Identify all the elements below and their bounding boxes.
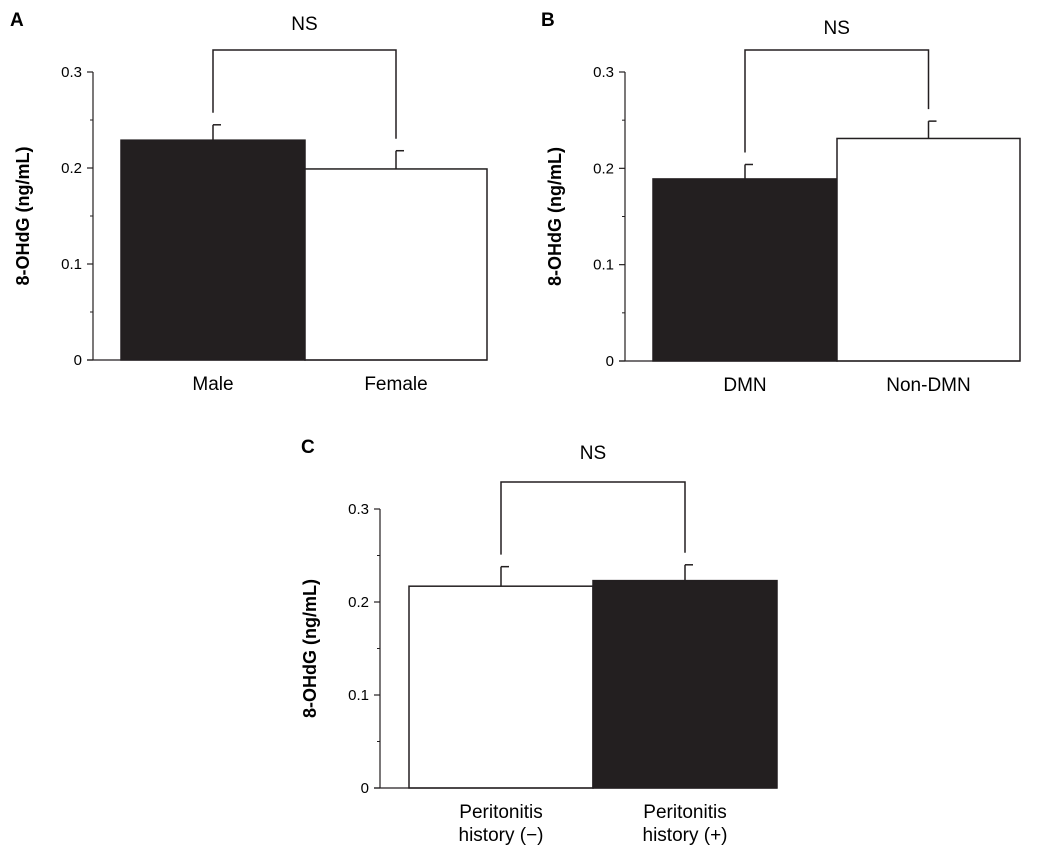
panel-b-significance-bracket [744,49,930,153]
panel-c-category-label-1-line-1: Peritonitis [459,802,542,823]
panel-a-bar-2 [304,168,488,361]
panel-c-y-tick-label-3: 0.3 [348,501,369,518]
panel-a-y-axis-title: 8-OHdG (ng/mL) [13,147,33,286]
panel-c-significance-label: NS [580,443,606,464]
panel-b-bar-1 [652,178,838,362]
panel-a-letter: A [10,10,24,31]
panel-c-category-label-1-line-2: history (−) [459,825,544,846]
panel-c-category-label-2-line-2: history (+) [643,825,728,846]
panel-c-bar-1 [408,585,594,789]
panel-b-y-axis-title: 8-OHdG (ng/mL) [545,147,565,286]
panel-c-bar-2 [592,579,778,789]
panel-b-significance-label: NS [824,18,850,39]
panel-a-significance-label: NS [291,14,317,35]
panel-b-y-tick-label-3: 0.3 [593,64,614,81]
panel-b-y-tick-label-1: 0.1 [593,257,614,274]
panel-b-category-label-1: DMN [723,375,766,396]
panel-b-y-tick-label-0: 0 [606,353,614,370]
panel-a-y-tick-label-0: 0 [74,352,82,369]
panel-c-y-axis-title: 8-OHdG (ng/mL) [300,579,320,718]
panel-b-category-label-2: Non-DMN [886,375,970,396]
panel-a-y-tick-label-3: 0.3 [61,64,82,81]
panel-c-letter: C [301,437,315,458]
panel-a-significance-bracket [212,49,397,139]
panel-a-category-label-1: Male [192,374,233,395]
panel-c-y-tick-label-1: 0.1 [348,687,369,704]
panel-a-bar-1 [120,139,306,361]
panel-c-y-tick-label-0: 0 [361,780,369,797]
panel-b-bar-2 [836,137,1021,362]
panel-b-letter: B [541,10,555,31]
panel-c-significance-bracket [500,481,686,555]
panel-a-y-tick-label-1: 0.1 [61,256,82,273]
panel-a-category-label-2: Female [364,374,427,395]
panel-c-category-label-2-line-1: Peritonitis [643,802,726,823]
panel-c-y-tick-label-2: 0.2 [348,594,369,611]
panel-b-y-tick-label-2: 0.2 [593,160,614,177]
panel-a-y-tick-label-2: 0.2 [61,160,82,177]
